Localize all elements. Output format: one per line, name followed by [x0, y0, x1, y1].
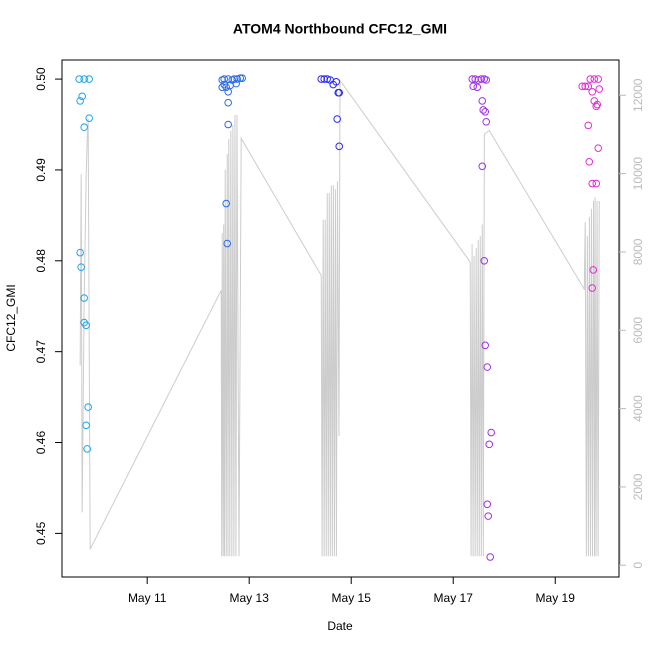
point: [578, 82, 587, 91]
point: [320, 75, 329, 83]
x-tick-label: May 17: [434, 591, 474, 605]
x-axis-title: Date: [327, 619, 353, 633]
point: [477, 75, 486, 83]
point: [478, 162, 487, 171]
point: [589, 266, 598, 274]
point: [581, 82, 590, 91]
point: [85, 114, 93, 122]
x-tick-label: May 15: [332, 591, 372, 605]
point: [224, 120, 232, 129]
point: [482, 117, 491, 126]
point: [484, 512, 493, 520]
point: [77, 263, 85, 271]
x-tick-label: May 11: [128, 591, 167, 605]
point: [78, 92, 86, 101]
point: [85, 75, 93, 83]
point: [232, 79, 240, 88]
point: [224, 98, 232, 107]
point: [478, 97, 487, 105]
point: [82, 421, 90, 430]
x-tick-label: May 13: [230, 591, 270, 605]
point: [468, 75, 477, 83]
point: [486, 553, 495, 561]
y-tick-label: 0.50: [34, 67, 48, 91]
point: [479, 106, 488, 114]
point: [473, 83, 482, 92]
y2-tick-label: 2000: [631, 473, 645, 500]
point: [76, 97, 84, 105]
point: [594, 144, 603, 152]
point: [590, 75, 599, 83]
point: [76, 248, 84, 257]
y2-tick-label: 8000: [631, 238, 645, 265]
point: [222, 199, 230, 208]
point: [483, 500, 492, 509]
point: [588, 179, 597, 188]
point: [317, 75, 326, 83]
y2-tick-label: 6000: [631, 317, 645, 344]
point: [335, 88, 344, 97]
point: [335, 142, 344, 151]
point: [222, 83, 230, 92]
point: [333, 115, 341, 123]
point: [80, 123, 88, 132]
point: [592, 179, 601, 188]
point: [80, 294, 88, 302]
point: [487, 428, 496, 437]
point: [223, 239, 232, 248]
altitude-line: [79, 78, 600, 557]
point: [592, 102, 601, 111]
plot-frame: [61, 59, 620, 578]
point: [80, 75, 88, 83]
chart-title: ATOM4 Northbound CFC12_GMI: [233, 21, 447, 37]
point: [481, 107, 490, 116]
y2-tick-label: 0: [631, 562, 645, 569]
point: [82, 321, 90, 330]
y-axis-title: CFC12_GMI: [4, 284, 18, 351]
point: [594, 75, 603, 83]
y-tick-label: 0.48: [34, 249, 48, 273]
point: [220, 75, 229, 83]
x-tick-label: May 19: [536, 591, 576, 605]
point: [224, 75, 232, 83]
point: [584, 82, 593, 91]
point: [471, 75, 480, 83]
point: [595, 85, 604, 93]
point: [238, 74, 247, 82]
point: [233, 75, 242, 83]
point: [586, 75, 595, 83]
y-tick-label: 0.49: [34, 158, 48, 182]
point: [481, 341, 490, 350]
y2-tick-label: 10000: [631, 157, 645, 191]
point: [469, 82, 478, 91]
point: [84, 403, 92, 411]
y2-tick-label: 12000: [631, 78, 645, 112]
point: [332, 78, 341, 86]
y-tick-label: 0.46: [34, 431, 48, 455]
point: [585, 157, 594, 166]
point: [482, 76, 491, 84]
point: [588, 284, 597, 292]
point: [218, 83, 227, 92]
point: [485, 440, 494, 449]
y-tick-label: 0.47: [34, 340, 48, 364]
point: [75, 75, 83, 83]
y-tick-label: 0.45: [34, 521, 48, 545]
point: [593, 100, 602, 109]
point: [323, 75, 331, 83]
point: [236, 74, 245, 82]
y2-tick-label: 4000: [631, 395, 645, 422]
point: [83, 445, 91, 453]
point: [480, 257, 489, 265]
point: [584, 121, 593, 130]
point: [483, 363, 492, 371]
point: [588, 88, 597, 96]
